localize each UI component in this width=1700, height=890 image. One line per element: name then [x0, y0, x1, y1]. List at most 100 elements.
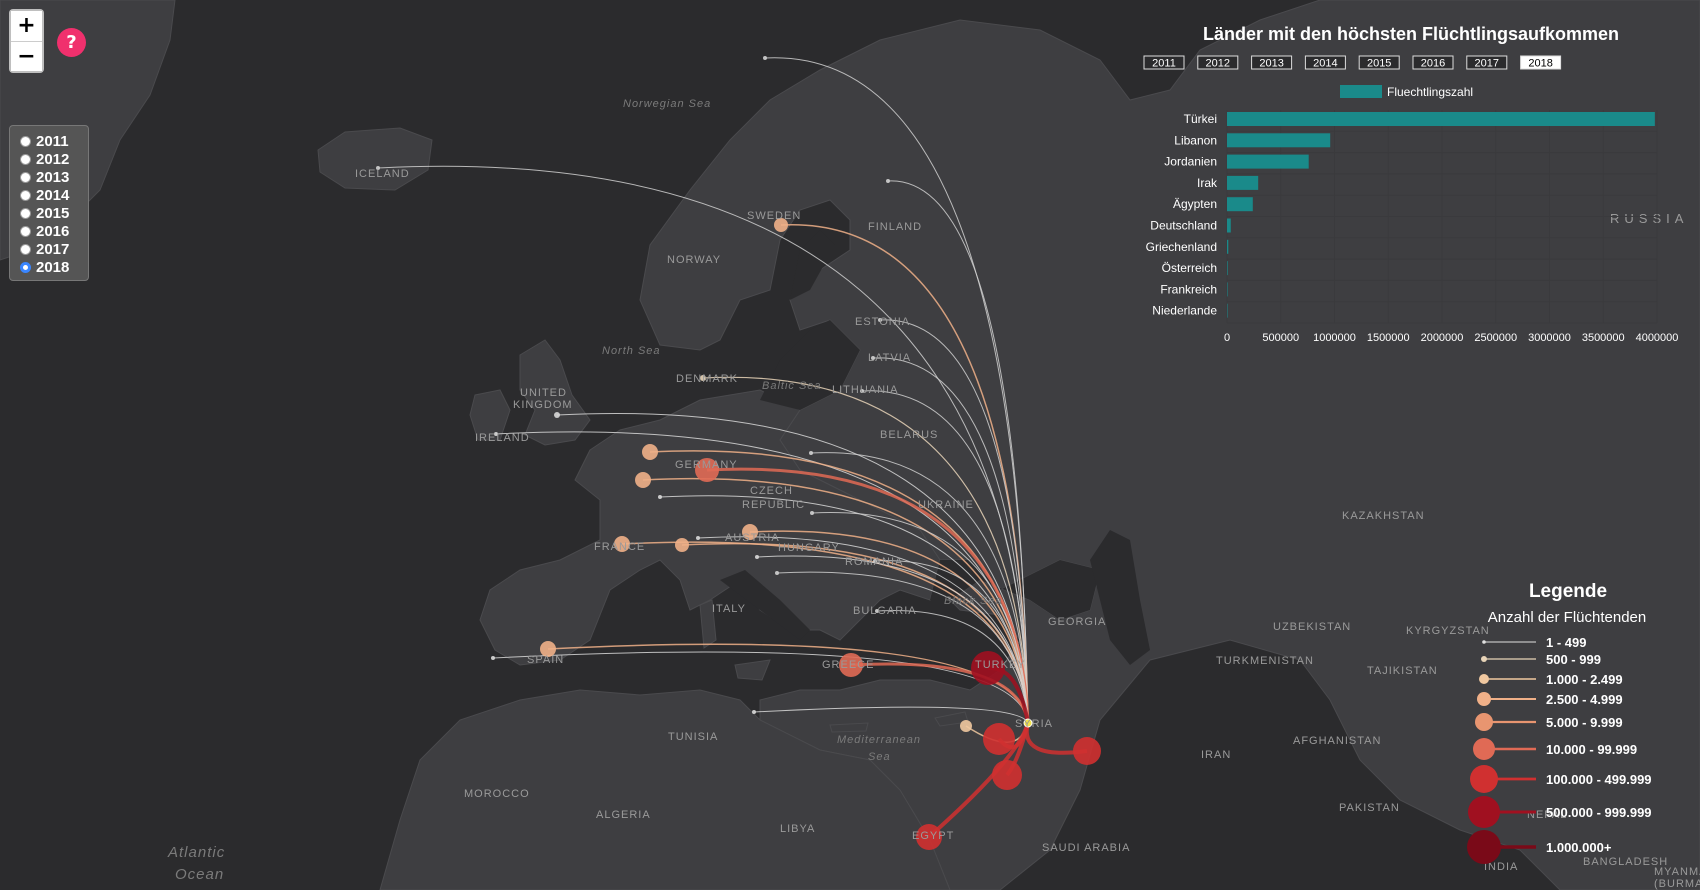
destination-marker[interactable]: [775, 571, 779, 575]
year-option-2013[interactable]: 2013: [10, 168, 88, 186]
destination-marker[interactable]: [763, 56, 767, 60]
destination-marker[interactable]: [752, 710, 756, 714]
year-radio[interactable]: [20, 153, 31, 165]
destination-marker[interactable]: [960, 720, 972, 732]
chart-category-label: Ägypten: [1173, 197, 1217, 211]
year-radio[interactable]: [20, 225, 31, 237]
chart-bars: [1227, 112, 1655, 318]
chart-x-tick-label: 1000000: [1313, 332, 1356, 344]
year-label: 2011: [36, 132, 69, 150]
year-label: 2012: [36, 150, 70, 168]
destination-marker[interactable]: [809, 451, 813, 455]
chart-category-label: Jordanien: [1164, 155, 1217, 169]
chart-year-button-label: 2017: [1475, 58, 1499, 70]
chart-category-label: Libanon: [1174, 133, 1217, 147]
destination-marker[interactable]: [1073, 737, 1101, 765]
destination-marker[interactable]: [675, 538, 689, 552]
chart-year-button-2016[interactable]: 2016: [1412, 55, 1454, 70]
year-radio[interactable]: [20, 135, 31, 147]
chart-year-button-2014[interactable]: 2014: [1304, 55, 1346, 70]
year-label: 2018: [36, 258, 70, 276]
year-option-2017[interactable]: 2017: [10, 240, 88, 258]
destination-marker[interactable]: [742, 524, 758, 540]
destination-marker[interactable]: [696, 536, 700, 540]
legend-circle: [1477, 692, 1491, 706]
year-radio[interactable]: [20, 207, 31, 219]
destination-marker[interactable]: [614, 536, 630, 552]
chart-year-button-2017[interactable]: 2017: [1466, 55, 1508, 70]
destination-marker[interactable]: [700, 375, 706, 381]
year-option-2011[interactable]: 2011: [10, 132, 88, 150]
flow-route: [861, 390, 1029, 724]
chart-year-button-2011[interactable]: 2011: [1143, 55, 1185, 70]
destination-marker[interactable]: [554, 412, 560, 418]
label-kyrgyzstan: KYRGYZSTAN: [1406, 625, 1490, 637]
destination-marker[interactable]: [860, 389, 864, 393]
destination-marker[interactable]: [755, 555, 759, 559]
year-option-2018[interactable]: 2018: [10, 258, 88, 276]
destination-marker[interactable]: [992, 760, 1022, 790]
chart-category-label: Griechenland: [1146, 240, 1217, 254]
chart-category-label: Türkei: [1184, 112, 1217, 126]
legend-label: 5.000 - 9.999: [1546, 715, 1623, 730]
destination-marker[interactable]: [658, 495, 662, 499]
label-germany: GERMANY: [675, 459, 738, 471]
legend-label: 500.000 - 999.999: [1546, 805, 1652, 820]
points-layer[interactable]: [376, 56, 1101, 850]
zoom-in-button[interactable]: +: [11, 11, 42, 41]
year-option-2012[interactable]: 2012: [10, 150, 88, 168]
chart-bar-10: [1227, 303, 1228, 318]
year-option-2015[interactable]: 2015: [10, 204, 88, 222]
origin-marker[interactable]: [1023, 718, 1033, 728]
water-layer: [720, 230, 1150, 665]
label-italy: ITALY: [712, 603, 746, 615]
chart-bar-7: [1227, 239, 1229, 254]
destination-marker[interactable]: [376, 166, 380, 170]
destination-marker[interactable]: [839, 653, 863, 677]
destination-marker[interactable]: [983, 723, 1015, 755]
destination-marker[interactable]: [491, 656, 495, 660]
destination-marker[interactable]: [916, 824, 942, 850]
zoom-out-button[interactable]: −: [11, 41, 42, 71]
chart-year-button-2013[interactable]: 2013: [1251, 55, 1293, 70]
chart-year-buttons[interactable]: 2011 2012 2013 2014 2015 2016 2017 2018: [1143, 55, 1562, 70]
chart-bar-1: [1227, 112, 1655, 126]
destination-marker[interactable]: [871, 356, 875, 360]
destination-marker[interactable]: [774, 218, 788, 232]
year-radio[interactable]: [20, 261, 31, 273]
flow-route: [697, 536, 1029, 724]
destination-marker[interactable]: [642, 444, 658, 460]
year-radio[interactable]: [20, 243, 31, 255]
label-baltic-sea: Baltic Sea: [762, 380, 822, 392]
chart-year-button-2018[interactable]: 2018: [1520, 55, 1562, 70]
destination-marker[interactable]: [886, 179, 890, 183]
year-radio[interactable]: [20, 171, 31, 183]
label-bulgaria: BULGARIA: [853, 605, 917, 617]
chart-year-button-2015[interactable]: 2015: [1358, 55, 1400, 70]
year-option-2016[interactable]: 2016: [10, 222, 88, 240]
year-radio[interactable]: [20, 189, 31, 201]
destination-marker[interactable]: [540, 641, 556, 657]
destination-marker[interactable]: [635, 472, 651, 488]
destination-marker[interactable]: [875, 609, 879, 613]
label-black-sea: Black Sea: [944, 595, 1003, 607]
year-option-2014[interactable]: 2014: [10, 186, 88, 204]
label-tajikistan: TAJIKISTAN: [1367, 665, 1438, 677]
destination-marker[interactable]: [971, 651, 1005, 685]
destination-marker[interactable]: [810, 511, 814, 515]
label-romania: ROMANIA: [845, 556, 903, 568]
label-greece: GREECE: [822, 659, 874, 671]
chart-x-tick-label: 0: [1224, 332, 1230, 344]
flow-route: [749, 530, 1029, 724]
destination-marker[interactable]: [494, 432, 498, 436]
help-button[interactable]: ?: [57, 28, 86, 57]
chart-year-button-2012[interactable]: 2012: [1197, 55, 1239, 70]
destination-marker[interactable]: [878, 318, 882, 322]
destination-marker[interactable]: [873, 559, 877, 563]
chart-year-button-label: 2014: [1313, 58, 1337, 70]
legend-title: Legende: [1529, 581, 1607, 602]
destination-marker[interactable]: [695, 458, 719, 482]
label-russia: RUSSIA: [1610, 211, 1688, 226]
